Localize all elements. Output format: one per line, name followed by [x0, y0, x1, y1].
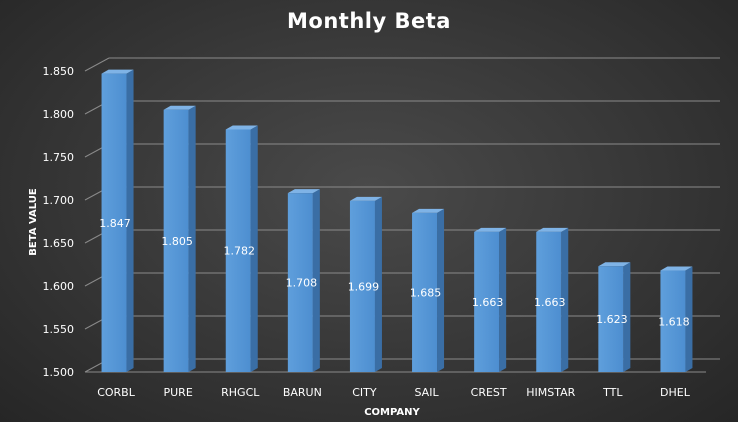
x-tick-label: BARUN	[283, 386, 322, 399]
gridline	[84, 57, 720, 72]
x-tick-label: PURE	[164, 386, 193, 399]
data-label: 1.708	[286, 277, 318, 290]
data-label: 1.805	[161, 235, 193, 248]
bar	[660, 266, 693, 372]
x-tick-label: CORBL	[97, 386, 136, 399]
bar	[474, 227, 507, 372]
y-tick-label: 1.600	[43, 280, 75, 293]
data-label: 1.663	[534, 296, 566, 309]
bar	[287, 189, 320, 372]
data-label: 1.685	[410, 286, 442, 299]
data-label: 1.782	[224, 245, 256, 258]
bar	[412, 208, 445, 372]
bar	[598, 262, 631, 372]
x-tick-label: CREST	[471, 386, 507, 399]
x-tick-label: TTL	[602, 386, 623, 399]
data-label: 1.623	[596, 313, 628, 326]
data-label: 1.618	[658, 315, 690, 328]
bar	[163, 105, 196, 372]
y-tick-label: 1.750	[43, 151, 75, 164]
data-label: 1.847	[99, 217, 131, 230]
x-axis-label: COMPANY	[364, 407, 420, 418]
bar	[349, 196, 382, 372]
bars: 1.847 1.805 1.782 1.708 1.699 1.685 1.663 1.663…	[99, 69, 693, 372]
y-axis-ticks: 1.500 1.550 1.600 1.650 1.700 1.750 1.800 1.850	[43, 65, 75, 379]
y-tick-label: 1.650	[43, 237, 75, 250]
y-tick-label: 1.550	[43, 323, 75, 336]
chart-title: Monthly Beta	[287, 9, 451, 33]
x-tick-label: CITY	[352, 386, 377, 399]
bar	[536, 227, 569, 372]
data-label: 1.663	[472, 296, 504, 309]
y-axis-label: BETA VALUE	[28, 188, 39, 256]
x-tick-label: RHGCL	[221, 386, 260, 399]
x-tick-label: DHEL	[660, 386, 691, 399]
bar	[225, 125, 258, 372]
y-tick-label: 1.850	[43, 65, 75, 78]
data-label: 1.699	[348, 280, 380, 293]
bar	[101, 69, 134, 372]
x-tick-label: SAIL	[415, 386, 440, 399]
y-tick-label: 1.800	[43, 108, 75, 121]
x-tick-label: HIMSTAR	[526, 386, 575, 399]
y-tick-label: 1.700	[43, 194, 75, 207]
x-axis-ticks: CORBL PURE RHGCL BARUN CITY SAIL CREST HIMSTAR T…	[97, 386, 691, 399]
y-tick-label: 1.500	[43, 366, 75, 379]
